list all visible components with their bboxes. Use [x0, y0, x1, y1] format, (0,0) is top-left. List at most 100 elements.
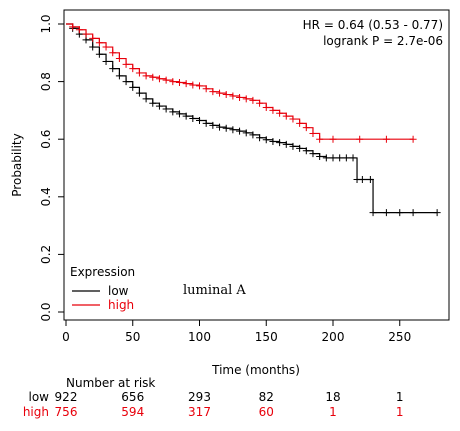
censor-mark-low	[175, 110, 183, 118]
censor-mark-low	[262, 136, 270, 144]
censor-mark-high	[175, 78, 183, 86]
censor-mark-high	[409, 135, 417, 143]
censor-mark-low	[242, 129, 250, 137]
censor-mark-low	[115, 72, 123, 80]
censor-mark-high	[82, 30, 90, 38]
survival-curves	[66, 23, 441, 217]
risk-count: 756	[55, 405, 78, 419]
censor-mark-low	[162, 105, 170, 113]
censor-mark-high	[129, 65, 137, 73]
censor-mark-high	[196, 82, 203, 90]
censor-mark-high	[149, 73, 157, 81]
censor-mark-high	[142, 72, 150, 80]
censor-mark-low	[209, 121, 217, 129]
censor-mark-high	[222, 91, 230, 99]
censor-mark-high	[316, 135, 324, 143]
censor-mark-low	[89, 43, 97, 51]
censor-mark-high	[162, 76, 170, 84]
censor-mark-low	[316, 152, 324, 160]
censor-mark-low	[322, 154, 330, 162]
y-tick-label: 0.8	[39, 72, 53, 91]
censor-mark-high	[236, 93, 244, 101]
censor-mark-low	[349, 154, 357, 162]
censor-mark-low	[409, 209, 417, 217]
censor-mark-high	[115, 55, 123, 63]
hazard-ratio-text: HR = 0.64 (0.53 - 0.77)	[303, 18, 443, 32]
risk-count: 293	[188, 390, 211, 404]
censor-mark-high	[289, 115, 297, 123]
censor-mark-high	[102, 43, 110, 51]
censor-mark-high	[89, 34, 97, 42]
censor-mark-high	[169, 78, 177, 86]
y-tick-label: 0.0	[39, 302, 53, 321]
risk-table-title: Number at risk	[66, 376, 155, 390]
censor-mark-low	[396, 209, 404, 217]
censor-mark-low	[95, 50, 103, 58]
censor-mark-high	[242, 95, 250, 103]
censor-mark-high	[256, 99, 264, 107]
censor-mark-high	[216, 89, 224, 97]
risk-row-label: high	[23, 405, 49, 419]
censor-mark-high	[122, 60, 130, 68]
censor-mark-low	[382, 209, 390, 217]
censor-mark-low	[336, 154, 344, 162]
x-tick-label: 150	[255, 330, 278, 344]
censor-mark-low	[135, 89, 143, 97]
censor-mark-high	[296, 119, 304, 127]
y-tick-label: 0.4	[39, 187, 53, 206]
censor-mark-high	[75, 26, 83, 34]
legend-title: Expression	[70, 265, 135, 279]
censor-mark-low	[276, 139, 284, 147]
censor-mark-high	[229, 92, 237, 100]
risk-count: 1	[396, 390, 404, 404]
censor-mark-low	[282, 140, 290, 148]
censor-mark-high	[109, 49, 117, 57]
censor-mark-high	[155, 75, 163, 83]
censor-mark-low	[302, 147, 310, 155]
censor-mark-low	[189, 114, 197, 122]
censor-mark-high	[182, 80, 190, 88]
x-tick-label: 0	[62, 330, 70, 344]
censor-mark-high	[209, 88, 217, 96]
censor-mark-low	[196, 116, 203, 124]
censor-mark-high	[69, 23, 77, 31]
censor-mark-low	[329, 154, 337, 162]
censor-mark-low	[155, 102, 163, 110]
risk-count: 1	[396, 405, 404, 419]
censor-mark-low	[229, 126, 237, 134]
x-axis-label: Time (months)	[211, 363, 300, 377]
censor-mark-high	[189, 81, 197, 89]
censor-mark-high	[249, 96, 257, 104]
censor-mark-high	[309, 129, 317, 137]
y-axis-label: Probability	[10, 133, 24, 196]
censor-mark-low	[342, 154, 350, 162]
plot-frame	[63, 9, 450, 321]
legend: Expression low high	[70, 265, 135, 312]
censor-mark-low	[169, 108, 177, 116]
risk-count: 317	[188, 405, 211, 419]
risk-count: 594	[121, 405, 144, 419]
y-tick-label: 1.0	[39, 14, 53, 33]
x-tick-label: 100	[188, 330, 211, 344]
legend-label-high: high	[108, 298, 134, 312]
censor-mark-high	[302, 124, 310, 132]
x-tick-label: 250	[388, 330, 411, 344]
risk-count: 60	[259, 405, 274, 419]
censor-mark-low	[289, 142, 297, 150]
censor-mark-low	[249, 131, 257, 139]
y-tick-label: 0.2	[39, 245, 53, 264]
censor-mark-high	[382, 135, 390, 143]
risk-count: 18	[325, 390, 340, 404]
censor-mark-low	[269, 138, 277, 146]
censor-mark-high	[282, 112, 290, 120]
censor-mark-high	[269, 106, 277, 114]
censor-mark-low	[122, 78, 130, 86]
censor-mark-high	[356, 135, 364, 143]
risk-count: 656	[121, 390, 144, 404]
censor-mark-low	[142, 95, 150, 103]
censor-mark-low	[109, 65, 117, 73]
censor-mark-low	[149, 99, 157, 107]
risk-count: 82	[259, 390, 274, 404]
